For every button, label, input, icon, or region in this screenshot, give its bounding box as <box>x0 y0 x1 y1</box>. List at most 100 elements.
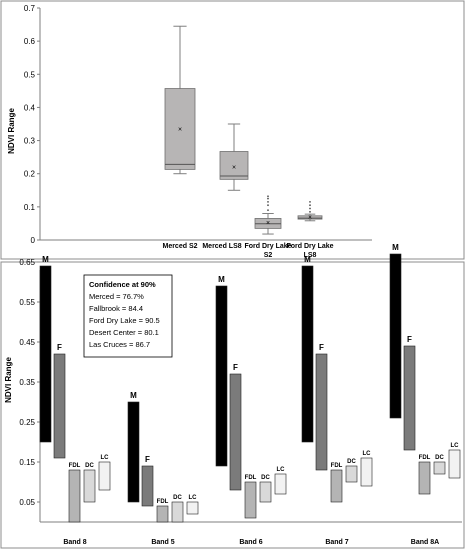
bar-texture <box>390 254 401 418</box>
bar-group-band-8: M F FDL DC LC <box>39 255 111 523</box>
bar-label-f-band-7: F <box>319 343 324 352</box>
bar-texture <box>128 402 139 502</box>
box-category-label-line: Ford Dry Lake <box>244 243 291 250</box>
bar-label-lc-band-5: LC <box>189 495 198 501</box>
box-body <box>297 215 323 220</box>
bar-category-label-band-6: Band 6 <box>239 539 262 546</box>
bar-dc-band-8a <box>433 461 446 475</box>
box-category-label-ford-dry-lake-ls8: Ford Dry Lake LS8 <box>286 243 333 259</box>
box-merced-ls8: × <box>219 123 249 191</box>
bar-group-band-5: M F FDL DC LC <box>127 391 199 523</box>
confidence-legend-box: Confidence at 90% Merced = 76.7% Fallbro… <box>83 274 173 358</box>
box-merced-s2: × <box>164 25 196 175</box>
bar-category-label-band-7: Band 7 <box>325 539 348 546</box>
bar-label-fdl-band-6: FDL <box>245 475 257 481</box>
box-outlier-point <box>267 195 269 198</box>
bar-label-m-band-8a: M <box>392 243 399 252</box>
bar-label-fdl-band-7: FDL <box>331 463 343 469</box>
bar-label-dc-band-6: DC <box>261 475 270 481</box>
bar-label-m-band-8: M <box>42 255 49 264</box>
box-category-label-line: Ford Dry Lake <box>286 243 333 250</box>
bar-label-fdl-band-5: FDL <box>157 499 169 505</box>
bar-dc-band-7 <box>345 465 358 483</box>
legend-entry-desert-center: Desert Center = 80.1 <box>89 328 159 337</box>
box-ford-dry-lake-s2: × <box>254 195 282 235</box>
box-plot-marks: × × × × <box>164 25 323 235</box>
box-category-label-merced-ls8: Merced LS8 <box>202 243 241 250</box>
box-body <box>219 151 249 180</box>
bar-group-band-6: M F FDL DC LC <box>215 275 287 519</box>
bar-label-dc-band-5: DC <box>173 495 182 501</box>
bar-y-tick-label-0-25: 0.25 <box>19 418 35 427</box>
box-y-tick-label-0-1: 0.1 <box>24 203 36 212</box>
box-category-label-ford-dry-lake-s2: Ford Dry Lake S2 <box>244 243 291 259</box>
box-mean-marker: × <box>178 127 182 134</box>
box-plot-y-axis-label: NDVI Range <box>7 108 16 154</box>
bar-texture <box>230 374 241 490</box>
box-outlier-point <box>267 204 269 207</box>
bar-lc-band-8 <box>98 461 111 491</box>
bar-dc-band-6 <box>259 481 272 503</box>
bar-lc-band-5 <box>186 501 199 515</box>
bar-label-lc-band-8: LC <box>101 455 110 461</box>
bar-group-band-7: M F FDL DC LC <box>301 255 373 503</box>
bar-texture <box>216 286 227 466</box>
bar-lc-band-8a <box>448 449 461 479</box>
bar-texture <box>302 266 313 442</box>
box-y-tick-label-0-2: 0.2 <box>24 170 36 179</box>
legend-entry-las-cruces: Las Cruces = 86.7 <box>89 340 150 349</box>
bar-texture <box>316 354 327 470</box>
box-plot-axes: 0 0.1 0.2 0.3 0.4 0.5 0.6 0.7 <box>24 4 372 245</box>
bar-lc-band-7 <box>360 457 373 487</box>
bar-fdl-band-7 <box>330 469 343 503</box>
legend-entry-fallbrook: Fallbrook = 84.4 <box>89 304 143 313</box>
bar-texture <box>404 346 415 450</box>
box-outlier-point <box>309 200 311 203</box>
bar-y-tick-label-0-65: 0.65 <box>19 258 35 267</box>
box-outlier-point <box>267 197 269 200</box>
box-outlier-point <box>309 210 311 213</box>
bar-label-lc-band-7: LC <box>363 451 372 457</box>
bar-category-label-band-5: Band 5 <box>151 539 174 546</box>
box-y-tick-label-0: 0 <box>31 236 36 245</box>
bar-y-tick-label-0-35: 0.35 <box>19 378 35 387</box>
bar-label-dc-band-8a: DC <box>435 455 444 461</box>
box-mean-marker: × <box>232 165 236 172</box>
box-outlier-point <box>309 204 311 207</box>
bar-y-tick-label-0-05: 0.05 <box>19 498 35 507</box>
box-category-label-line: S2 <box>264 252 273 259</box>
bar-dc-band-5 <box>171 501 184 523</box>
box-outlier-point <box>267 209 269 212</box>
box-y-tick-label-0-3: 0.3 <box>24 137 36 146</box>
bar-dc-band-8 <box>83 469 96 503</box>
legend-entry-ford-dry-lake: Ford Dry Lake = 90.5 <box>89 316 160 325</box>
bar-y-tick-label-0-45: 0.45 <box>19 338 35 347</box>
band-chart-axes: 0.05 0.15 0.25 0.35 0.45 0.55 0.65 <box>19 258 462 523</box>
legend-box-frame <box>83 274 173 358</box>
bar-label-m-band-5: M <box>130 391 137 400</box>
bar-fdl-band-6 <box>244 481 257 519</box>
box-outlier-point <box>309 207 311 210</box>
box-mean-marker: × <box>266 220 270 227</box>
box-category-label-merced-s2: Merced S2 <box>162 243 197 250</box>
legend-title: Confidence at 90% <box>89 280 156 289</box>
bar-texture <box>142 466 153 506</box>
box-ford-dry-lake-ls8: × <box>297 200 323 221</box>
box-body <box>164 88 196 170</box>
legend-entry-merced: Merced = 76.7% <box>89 292 144 301</box>
bar-label-lc-band-6: LC <box>277 467 286 473</box>
bar-label-m-band-6: M <box>218 275 225 284</box>
band-chart-panel: NDVI Range 0.050.150.250.350.450.550.65 … <box>0 243 465 549</box>
bar-y-tick-label-0-55: 0.55 <box>19 298 35 307</box>
box-category-label-line: LS8 <box>304 252 317 259</box>
bar-label-f-band-8a: F <box>407 335 412 344</box>
band-chart-category-labels: Band 8 Band 5 Band 6 Band 7 Band 8A <box>63 539 439 546</box>
bar-label-m-band-7: M <box>304 255 311 264</box>
bar-fdl-band-8a <box>418 461 431 495</box>
box-plot-frame <box>0 0 465 260</box>
box-mean-marker: × <box>308 214 312 221</box>
bar-label-dc-band-7: DC <box>347 459 356 465</box>
box-y-tick-label-0-6: 0.6 <box>24 37 36 46</box>
bar-texture <box>40 266 51 442</box>
